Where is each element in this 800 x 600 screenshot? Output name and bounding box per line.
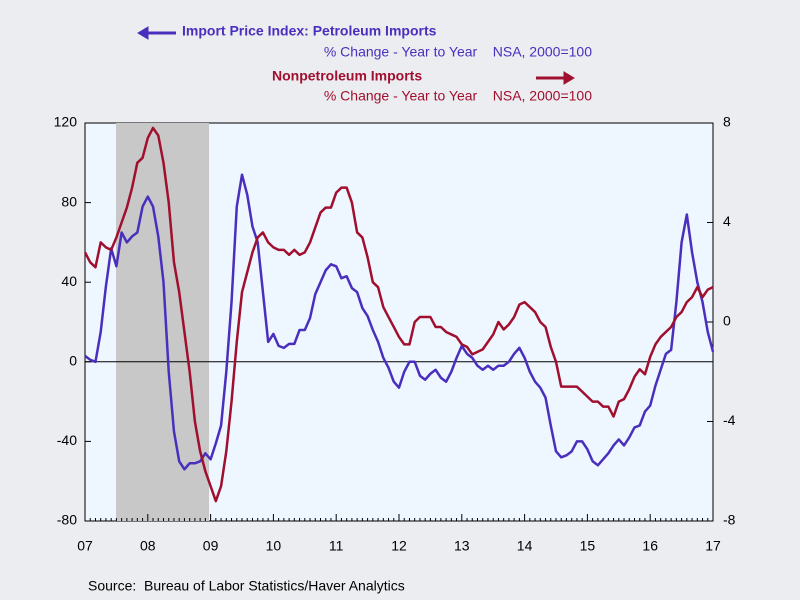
x-tick-label: 12 <box>391 538 407 554</box>
x-tick-label: 08 <box>140 538 156 554</box>
series-line <box>84 173 715 471</box>
y-tick-label: 120 <box>54 114 78 130</box>
legend-arrow <box>137 26 176 40</box>
y2-tick-label: -4 <box>723 412 736 428</box>
legend-subtitle: % Change - Year to Year NSA, 2000=100 <box>324 44 592 60</box>
x-tick-label: 14 <box>517 538 533 554</box>
y-tick-label: 0 <box>69 353 77 369</box>
x-tick-label: 09 <box>203 538 219 554</box>
legend-subtitle: % Change - Year to Year NSA, 2000=100 <box>324 88 592 104</box>
y-tick-label: -80 <box>57 512 77 528</box>
source-note: Source: Bureau of Labor Statistics/Haver… <box>88 578 405 594</box>
legend-title: Import Price Index: Petroleum Imports <box>182 23 437 39</box>
legend-title: Nonpetroleum Imports <box>272 68 422 84</box>
x-tick-label: 11 <box>329 538 344 554</box>
x-tick-label: 17 <box>705 538 721 554</box>
recession-shade <box>116 123 209 521</box>
series-line <box>83 126 714 503</box>
y2-tick-label: 8 <box>723 114 731 130</box>
y2-tick-label: -8 <box>723 512 736 528</box>
y-tick-label: 40 <box>61 273 77 289</box>
y-tick-label: 80 <box>61 193 77 209</box>
x-tick-label: 15 <box>580 538 596 554</box>
legend-arrow <box>536 71 575 85</box>
x-tick-label: 16 <box>642 538 658 554</box>
x-tick-label: 10 <box>266 538 282 554</box>
y-tick-label: -40 <box>57 432 77 448</box>
y2-tick-label: 0 <box>723 313 731 329</box>
y2-tick-label: 4 <box>723 213 731 229</box>
x-tick-label: 13 <box>454 538 470 554</box>
x-tick-label: 07 <box>77 538 93 554</box>
